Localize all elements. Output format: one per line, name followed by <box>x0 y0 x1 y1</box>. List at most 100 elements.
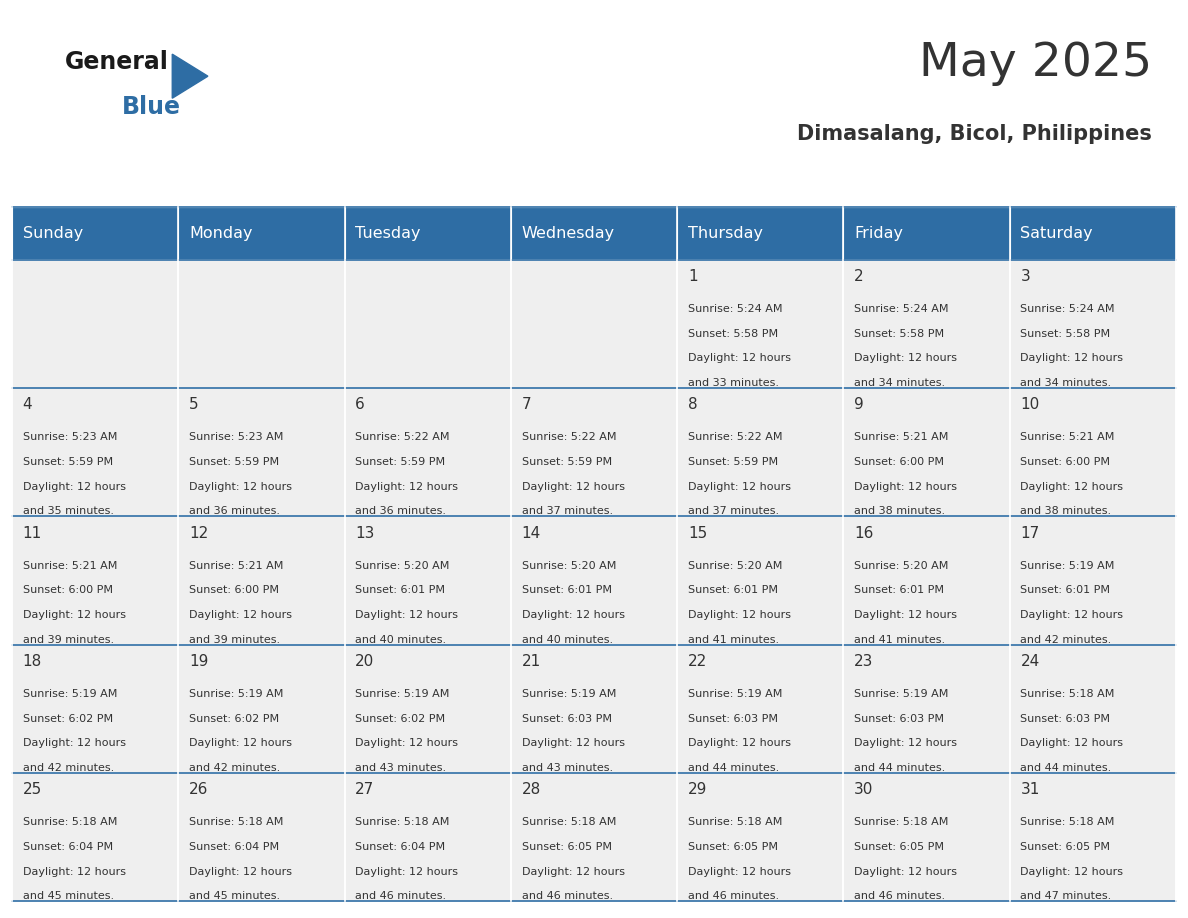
Text: and 42 minutes.: and 42 minutes. <box>189 763 280 773</box>
Text: Sunrise: 5:18 AM: Sunrise: 5:18 AM <box>1020 817 1114 827</box>
Text: Sunset: 6:01 PM: Sunset: 6:01 PM <box>1020 585 1111 595</box>
FancyBboxPatch shape <box>1010 773 1176 901</box>
FancyBboxPatch shape <box>12 517 178 644</box>
Text: and 44 minutes.: and 44 minutes. <box>854 763 946 773</box>
FancyBboxPatch shape <box>12 388 178 517</box>
FancyBboxPatch shape <box>677 260 843 388</box>
Text: Sunset: 6:05 PM: Sunset: 6:05 PM <box>1020 842 1111 852</box>
Text: 1: 1 <box>688 269 697 284</box>
Text: Daylight: 12 hours: Daylight: 12 hours <box>522 738 625 748</box>
Text: and 42 minutes.: and 42 minutes. <box>1020 634 1112 644</box>
Text: Sunset: 5:58 PM: Sunset: 5:58 PM <box>1020 329 1111 339</box>
FancyBboxPatch shape <box>1010 207 1176 260</box>
Text: 13: 13 <box>355 526 374 541</box>
Text: Daylight: 12 hours: Daylight: 12 hours <box>688 353 791 364</box>
FancyBboxPatch shape <box>178 517 345 644</box>
FancyBboxPatch shape <box>511 644 677 773</box>
Text: and 43 minutes.: and 43 minutes. <box>522 763 613 773</box>
Text: Sunrise: 5:23 AM: Sunrise: 5:23 AM <box>23 432 116 442</box>
Text: Sunrise: 5:21 AM: Sunrise: 5:21 AM <box>854 432 948 442</box>
Text: 23: 23 <box>854 654 873 669</box>
Text: and 46 minutes.: and 46 minutes. <box>522 891 613 901</box>
Text: Daylight: 12 hours: Daylight: 12 hours <box>355 482 459 491</box>
Text: 16: 16 <box>854 526 873 541</box>
Text: Sunset: 6:01 PM: Sunset: 6:01 PM <box>522 585 612 595</box>
Text: May 2025: May 2025 <box>920 41 1152 86</box>
FancyBboxPatch shape <box>1010 260 1176 388</box>
FancyBboxPatch shape <box>1010 388 1176 517</box>
Text: and 39 minutes.: and 39 minutes. <box>189 634 280 644</box>
Text: Sunset: 6:04 PM: Sunset: 6:04 PM <box>355 842 446 852</box>
Text: Sunset: 5:59 PM: Sunset: 5:59 PM <box>189 457 279 467</box>
Text: Daylight: 12 hours: Daylight: 12 hours <box>522 610 625 620</box>
Text: and 41 minutes.: and 41 minutes. <box>688 634 779 644</box>
FancyBboxPatch shape <box>677 644 843 773</box>
Text: Sunset: 6:03 PM: Sunset: 6:03 PM <box>854 713 944 723</box>
Text: Sunrise: 5:21 AM: Sunrise: 5:21 AM <box>23 561 116 570</box>
Text: Dimasalang, Bicol, Philippines: Dimasalang, Bicol, Philippines <box>797 124 1152 144</box>
Text: and 46 minutes.: and 46 minutes. <box>688 891 779 901</box>
Text: Sunset: 6:05 PM: Sunset: 6:05 PM <box>522 842 612 852</box>
Text: General: General <box>65 50 169 74</box>
Text: 22: 22 <box>688 654 707 669</box>
Text: Sunset: 5:59 PM: Sunset: 5:59 PM <box>688 457 778 467</box>
Text: Sunrise: 5:18 AM: Sunrise: 5:18 AM <box>355 817 449 827</box>
Text: 5: 5 <box>189 397 198 412</box>
Text: Sunset: 5:59 PM: Sunset: 5:59 PM <box>355 457 446 467</box>
Text: Daylight: 12 hours: Daylight: 12 hours <box>23 610 126 620</box>
Text: 3: 3 <box>1020 269 1030 284</box>
Text: 7: 7 <box>522 397 531 412</box>
FancyBboxPatch shape <box>1010 517 1176 644</box>
Text: Sunrise: 5:22 AM: Sunrise: 5:22 AM <box>688 432 783 442</box>
Text: 11: 11 <box>23 526 42 541</box>
Text: and 34 minutes.: and 34 minutes. <box>1020 378 1112 388</box>
Text: Daylight: 12 hours: Daylight: 12 hours <box>688 738 791 748</box>
Text: and 42 minutes.: and 42 minutes. <box>23 763 114 773</box>
Polygon shape <box>172 54 208 98</box>
Text: Sunset: 6:02 PM: Sunset: 6:02 PM <box>355 713 446 723</box>
Text: 8: 8 <box>688 397 697 412</box>
Text: and 36 minutes.: and 36 minutes. <box>355 506 447 516</box>
Text: Sunset: 5:58 PM: Sunset: 5:58 PM <box>688 329 778 339</box>
Text: and 44 minutes.: and 44 minutes. <box>1020 763 1112 773</box>
Text: Sunset: 6:05 PM: Sunset: 6:05 PM <box>854 842 944 852</box>
FancyBboxPatch shape <box>12 260 178 388</box>
Text: Daylight: 12 hours: Daylight: 12 hours <box>854 610 958 620</box>
Text: Sunrise: 5:19 AM: Sunrise: 5:19 AM <box>355 688 449 699</box>
Text: Saturday: Saturday <box>1020 226 1093 241</box>
Text: Friday: Friday <box>854 226 903 241</box>
Text: Daylight: 12 hours: Daylight: 12 hours <box>522 867 625 877</box>
FancyBboxPatch shape <box>345 773 511 901</box>
Text: 26: 26 <box>189 782 208 798</box>
FancyBboxPatch shape <box>843 773 1010 901</box>
FancyBboxPatch shape <box>843 207 1010 260</box>
Text: Sunrise: 5:18 AM: Sunrise: 5:18 AM <box>854 817 948 827</box>
Text: Sunrise: 5:20 AM: Sunrise: 5:20 AM <box>522 561 615 570</box>
Text: Sunrise: 5:21 AM: Sunrise: 5:21 AM <box>1020 432 1114 442</box>
FancyBboxPatch shape <box>511 260 677 388</box>
Text: and 40 minutes.: and 40 minutes. <box>522 634 613 644</box>
Text: and 45 minutes.: and 45 minutes. <box>189 891 280 901</box>
Text: Sunrise: 5:18 AM: Sunrise: 5:18 AM <box>1020 688 1114 699</box>
FancyBboxPatch shape <box>178 207 345 260</box>
FancyBboxPatch shape <box>12 207 178 260</box>
FancyBboxPatch shape <box>1010 644 1176 773</box>
Text: Daylight: 12 hours: Daylight: 12 hours <box>23 738 126 748</box>
Text: Sunrise: 5:24 AM: Sunrise: 5:24 AM <box>854 304 949 314</box>
Text: 25: 25 <box>23 782 42 798</box>
Text: Daylight: 12 hours: Daylight: 12 hours <box>854 353 958 364</box>
Text: 31: 31 <box>1020 782 1040 798</box>
Text: 15: 15 <box>688 526 707 541</box>
FancyBboxPatch shape <box>345 388 511 517</box>
Text: Sunset: 6:00 PM: Sunset: 6:00 PM <box>1020 457 1111 467</box>
Text: Sunset: 6:04 PM: Sunset: 6:04 PM <box>189 842 279 852</box>
Text: and 34 minutes.: and 34 minutes. <box>854 378 946 388</box>
Text: 21: 21 <box>522 654 541 669</box>
Text: and 37 minutes.: and 37 minutes. <box>522 506 613 516</box>
Text: Sunrise: 5:19 AM: Sunrise: 5:19 AM <box>1020 561 1114 570</box>
Text: 18: 18 <box>23 654 42 669</box>
Text: Sunrise: 5:23 AM: Sunrise: 5:23 AM <box>189 432 283 442</box>
Text: Sunrise: 5:20 AM: Sunrise: 5:20 AM <box>355 561 449 570</box>
FancyBboxPatch shape <box>677 388 843 517</box>
Text: and 41 minutes.: and 41 minutes. <box>854 634 946 644</box>
